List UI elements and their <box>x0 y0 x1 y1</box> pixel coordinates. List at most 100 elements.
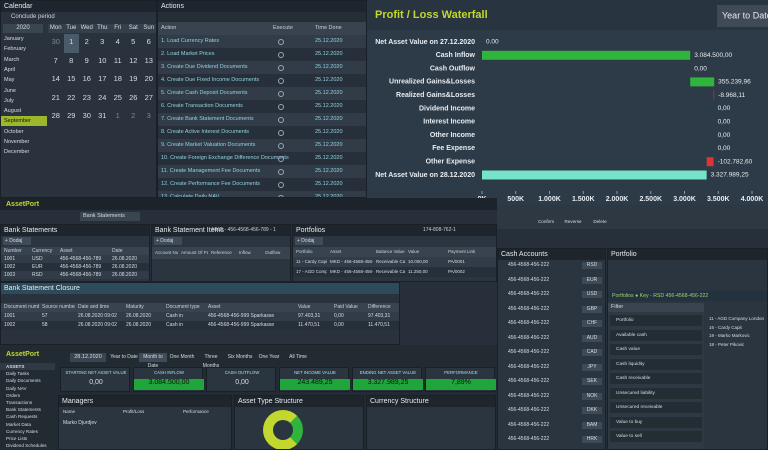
portfolio-item[interactable]: 16 - Cardy Capit <box>709 324 742 330</box>
account-number[interactable]: 456-4568-456-222 <box>508 378 550 384</box>
month-item[interactable]: August <box>4 108 22 115</box>
menu-item[interactable]: Transactions <box>6 400 33 405</box>
period-tab[interactable]: Three Months <box>202 354 220 369</box>
menu-item[interactable]: Orders <box>6 392 21 398</box>
date-cell[interactable]: 22 <box>67 92 76 102</box>
account-number[interactable]: 456-4568-456-222 <box>508 407 550 413</box>
table-row[interactable]: 11. Create Management Fee Documents 25.12… <box>158 165 366 178</box>
date-cell[interactable]: 21 <box>51 92 60 102</box>
table-row[interactable]: 1001 USD 456-4568-456-789 26.08.2020 <box>1 255 149 263</box>
date-cell[interactable]: 31 <box>98 111 107 120</box>
date-cell[interactable]: 17 <box>98 74 107 83</box>
toolbar-button[interactable]: Conclude period <box>11 14 55 20</box>
account-number[interactable]: 456-4568-456-222 <box>508 320 550 326</box>
date-cell[interactable]: 11 <box>113 55 122 65</box>
period-tab[interactable]: All Time <box>289 354 307 360</box>
date-cell[interactable]: 5 <box>131 37 136 46</box>
toolbar-button[interactable]: Reverse <box>564 219 582 224</box>
date-cell[interactable]: 28 <box>51 111 60 120</box>
date-cell[interactable]: 27 <box>144 92 153 102</box>
date-cell[interactable]: 1 <box>115 111 120 120</box>
date-cell[interactable]: 23 <box>82 92 91 102</box>
date-cell[interactable]: 13 <box>144 55 153 65</box>
execute-checkbox[interactable] <box>278 129 284 136</box>
execute-checkbox[interactable] <box>278 90 284 97</box>
date-cell[interactable]: 12 <box>129 55 138 65</box>
execute-checkbox[interactable] <box>278 168 284 175</box>
execute-checkbox[interactable] <box>278 38 284 45</box>
month-item[interactable]: May <box>4 77 15 84</box>
execute-checkbox[interactable] <box>278 194 284 197</box>
add-button[interactable]: + Dodaj <box>154 237 182 245</box>
period-button[interactable] <box>717 5 768 27</box>
menu-item[interactable]: ASSETS <box>0 363 55 371</box>
table-row[interactable]: 2. Load Market Prices 25.12.2020 <box>158 48 366 61</box>
date-cell[interactable]: 30 <box>82 111 91 120</box>
filter-field[interactable]: Unsecured liability <box>610 387 702 399</box>
toolbar-button[interactable]: Delete <box>593 219 607 224</box>
date-cell[interactable]: 1 <box>63 34 79 53</box>
date-cell[interactable]: 14 <box>51 74 60 83</box>
date-cell[interactable]: 15 <box>67 74 76 83</box>
account-number[interactable]: 456-4568-456-222 <box>508 363 550 370</box>
execute-checkbox[interactable] <box>278 142 284 149</box>
month-item[interactable]: December <box>4 149 30 156</box>
month-item[interactable]: January <box>4 36 24 42</box>
date-cell[interactable]: 19 <box>129 74 138 83</box>
date-cell[interactable]: 7 <box>53 55 58 65</box>
date-cell[interactable]: 16 <box>82 74 91 83</box>
menu-item[interactable]: Bank Statements <box>6 407 41 413</box>
filter-field[interactable]: Value to buy <box>610 416 702 428</box>
table-row[interactable]: 4. Create Due Fixed Income Documents 25.1… <box>158 74 366 87</box>
date-cell[interactable]: 6 <box>146 37 151 46</box>
execute-checkbox[interactable] <box>278 116 284 123</box>
menu-item[interactable]: Daily Documents <box>6 378 41 384</box>
execute-checkbox[interactable] <box>278 155 284 162</box>
date-cell[interactable]: 24 <box>98 92 107 102</box>
month-item[interactable]: March <box>4 56 20 63</box>
month-item[interactable]: February <box>4 46 27 53</box>
date-cell[interactable]: 2 <box>131 111 136 120</box>
account-number[interactable]: 456-4568-456-222 <box>508 349 550 355</box>
portfolio-item[interactable]: 19 - Marko Markovic <box>709 333 750 338</box>
date-cell[interactable]: 9 <box>84 55 89 65</box>
period-tab[interactable]: One Month <box>169 354 195 360</box>
table-row[interactable]: 1003 RSD 456-4568-456-789 26.08.2020 <box>1 271 149 279</box>
table-row[interactable]: 10. Create Foreign Exchange Difference D… <box>158 152 366 165</box>
filter-field[interactable]: Cash receivable <box>610 373 702 384</box>
filter-field[interactable]: Portfolio <box>610 315 702 326</box>
date-cell[interactable]: 18 <box>113 74 122 83</box>
table-row[interactable]: 1002 EUR 456-4568-456-789 26.08.2020 <box>1 263 149 271</box>
menu-item[interactable]: Cash Requests <box>6 414 38 420</box>
table-row[interactable]: 9. Create Market Valuation Documents 25.1… <box>158 139 366 152</box>
execute-checkbox[interactable] <box>278 103 284 110</box>
date-field[interactable]: 28.12.2020 <box>70 353 106 362</box>
table-row[interactable]: 7. Create Bank Statement Documents 25.12.… <box>158 113 366 126</box>
date-cell[interactable]: 26 <box>129 92 138 102</box>
date-cell[interactable]: 4 <box>115 37 120 46</box>
month-item[interactable]: October <box>4 128 24 135</box>
month-item[interactable]: June <box>4 87 16 94</box>
menu-item[interactable]: Currency Rates <box>6 428 38 434</box>
filter-field[interactable]: Unsecured receivable <box>610 402 702 413</box>
account-number[interactable]: 456-4568-456-222 <box>508 262 550 268</box>
table-row[interactable]: 1. Load Currency Rates 25.12.2020 <box>158 35 366 48</box>
date-cell[interactable]: 10 <box>98 55 107 65</box>
account-number[interactable]: 456-4568-456-222 <box>508 276 550 283</box>
table-row[interactable]: 17 - AGD CompanyMKD - 456-4568-456-789Re… <box>293 267 496 277</box>
account-number[interactable]: 456-4568-456-222 <box>508 305 550 312</box>
menu-item[interactable]: Dividend Schedules <box>6 443 47 449</box>
table-row[interactable]: 13. Calculate Daily NAV 25.12.2020 <box>158 191 366 197</box>
filter-field[interactable]: Cash liquidity <box>610 358 702 370</box>
month-item[interactable]: July <box>4 97 14 104</box>
period-tab[interactable]: One Year <box>258 354 280 360</box>
period-tab[interactable]: Year to Date <box>110 354 138 360</box>
period-tab[interactable]: Month to Date <box>139 353 167 369</box>
execute-checkbox[interactable] <box>278 181 284 188</box>
table-row[interactable]: 8. Create Active Interest Documents 25.12… <box>158 126 366 139</box>
date-cell[interactable]: 29 <box>67 111 76 120</box>
date-cell[interactable]: 2 <box>84 37 89 46</box>
menu-item[interactable]: Daily Tasks <box>6 371 30 377</box>
account-number[interactable]: 456-4568-456-222 <box>508 334 550 341</box>
